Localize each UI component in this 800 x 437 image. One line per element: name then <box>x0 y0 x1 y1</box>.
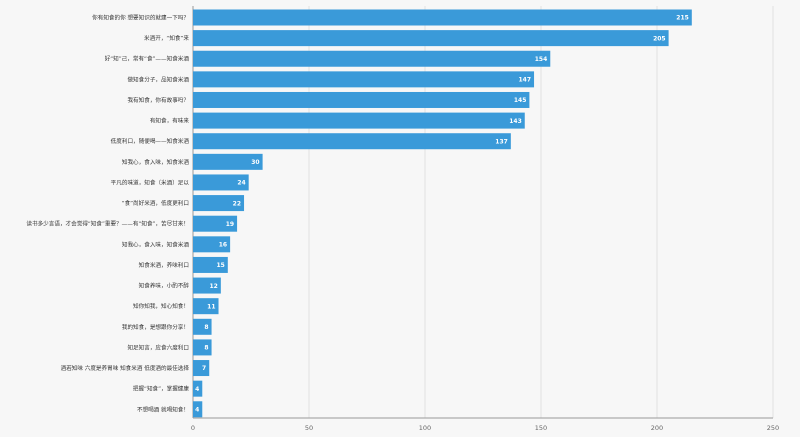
category-label: 有知食，有味来 <box>150 117 190 125</box>
bar-value-label: 145 <box>514 97 527 104</box>
bar-value-label: 11 <box>207 303 215 310</box>
bar <box>193 91 530 108</box>
bar <box>193 153 263 170</box>
bar-value-label: 215 <box>676 15 689 22</box>
bar <box>193 236 231 253</box>
bar <box>193 401 203 418</box>
bar-value-label: 4 <box>195 406 199 413</box>
category-label: 读书多少言语，才会觉得“知食”重要？——有“知食”，苦尽甘来！ <box>26 220 189 228</box>
bar-value-label: 8 <box>204 345 208 352</box>
bar-value-label: 143 <box>509 118 522 125</box>
bar-value-label: 19 <box>226 221 234 228</box>
category-label: 做知食分子，品知食米酒 <box>127 75 189 83</box>
bar-value-label: 15 <box>216 262 224 269</box>
category-label: 不想喝酒 就喝知食！ <box>137 405 189 413</box>
category-label: 我的知食，是想跟你分享！ <box>122 323 189 331</box>
x-tick-label: 150 <box>535 424 547 432</box>
bar-value-label: 22 <box>233 200 241 207</box>
bar-value-label: 154 <box>535 56 548 63</box>
category-label: 低度利口，随便喝——知食米酒 <box>111 137 190 145</box>
category-label: 好“知”己，常有“食”——知食米酒 <box>105 55 190 63</box>
bar-value-label: 30 <box>251 159 259 166</box>
category-label: 知食米酒，养味利口 <box>139 261 189 269</box>
bar <box>193 195 245 212</box>
bar <box>193 133 511 150</box>
category-label: 米酒开，“知食”来 <box>144 34 189 42</box>
bar <box>193 30 669 47</box>
category-label: 我有知食，你有故事吗？ <box>127 96 189 104</box>
bar-value-label: 8 <box>204 324 208 331</box>
bar <box>193 215 238 232</box>
bar-value-label: 16 <box>219 242 227 249</box>
bar-value-label: 147 <box>519 77 532 84</box>
bar <box>193 339 212 356</box>
x-tick-label: 100 <box>419 424 431 432</box>
category-label: 知我心，食入味，知食米酒 <box>122 240 190 248</box>
bar-value-label: 24 <box>237 180 245 187</box>
x-tick-label: 0 <box>191 424 195 432</box>
x-tick-label: 50 <box>305 424 313 432</box>
bar <box>193 318 212 335</box>
category-label: 知食养味，小酌不醉 <box>139 282 190 290</box>
bar-value-label: 137 <box>495 138 508 145</box>
bar <box>193 71 535 88</box>
category-label: 知你知我，知心知食！ <box>133 302 189 310</box>
category-label: 知足知言，应食六度利口 <box>127 343 189 351</box>
bar-value-label: 4 <box>195 386 199 393</box>
category-label: 酒若知味 六度是养胃味 知食米酒 低度酒的最佳选择 <box>61 364 190 372</box>
bar <box>193 50 551 67</box>
bar <box>193 360 210 377</box>
bar <box>193 298 219 315</box>
x-tick-label: 200 <box>651 424 663 432</box>
bar <box>193 277 221 294</box>
category-label: 知我心，食入味，知食米酒 <box>122 158 190 166</box>
x-tick-label: 250 <box>767 424 779 432</box>
bar-value-label: 205 <box>653 35 666 42</box>
bar <box>193 380 203 397</box>
category-label: 把握“知食”，掌握健康 <box>133 385 190 393</box>
bar <box>193 112 525 129</box>
bar-value-label: 7 <box>202 365 206 372</box>
category-label: “食”尚好米酒，低度更利口 <box>122 199 189 207</box>
category-label: 平凡的味道，知食（米酒）足以 <box>111 178 190 186</box>
bar <box>193 9 692 26</box>
bar <box>193 174 249 191</box>
bar <box>193 256 228 273</box>
category-label: 你有知食的你 想要知识的就建一下吗？ <box>92 14 189 22</box>
bar-value-label: 12 <box>209 283 217 290</box>
